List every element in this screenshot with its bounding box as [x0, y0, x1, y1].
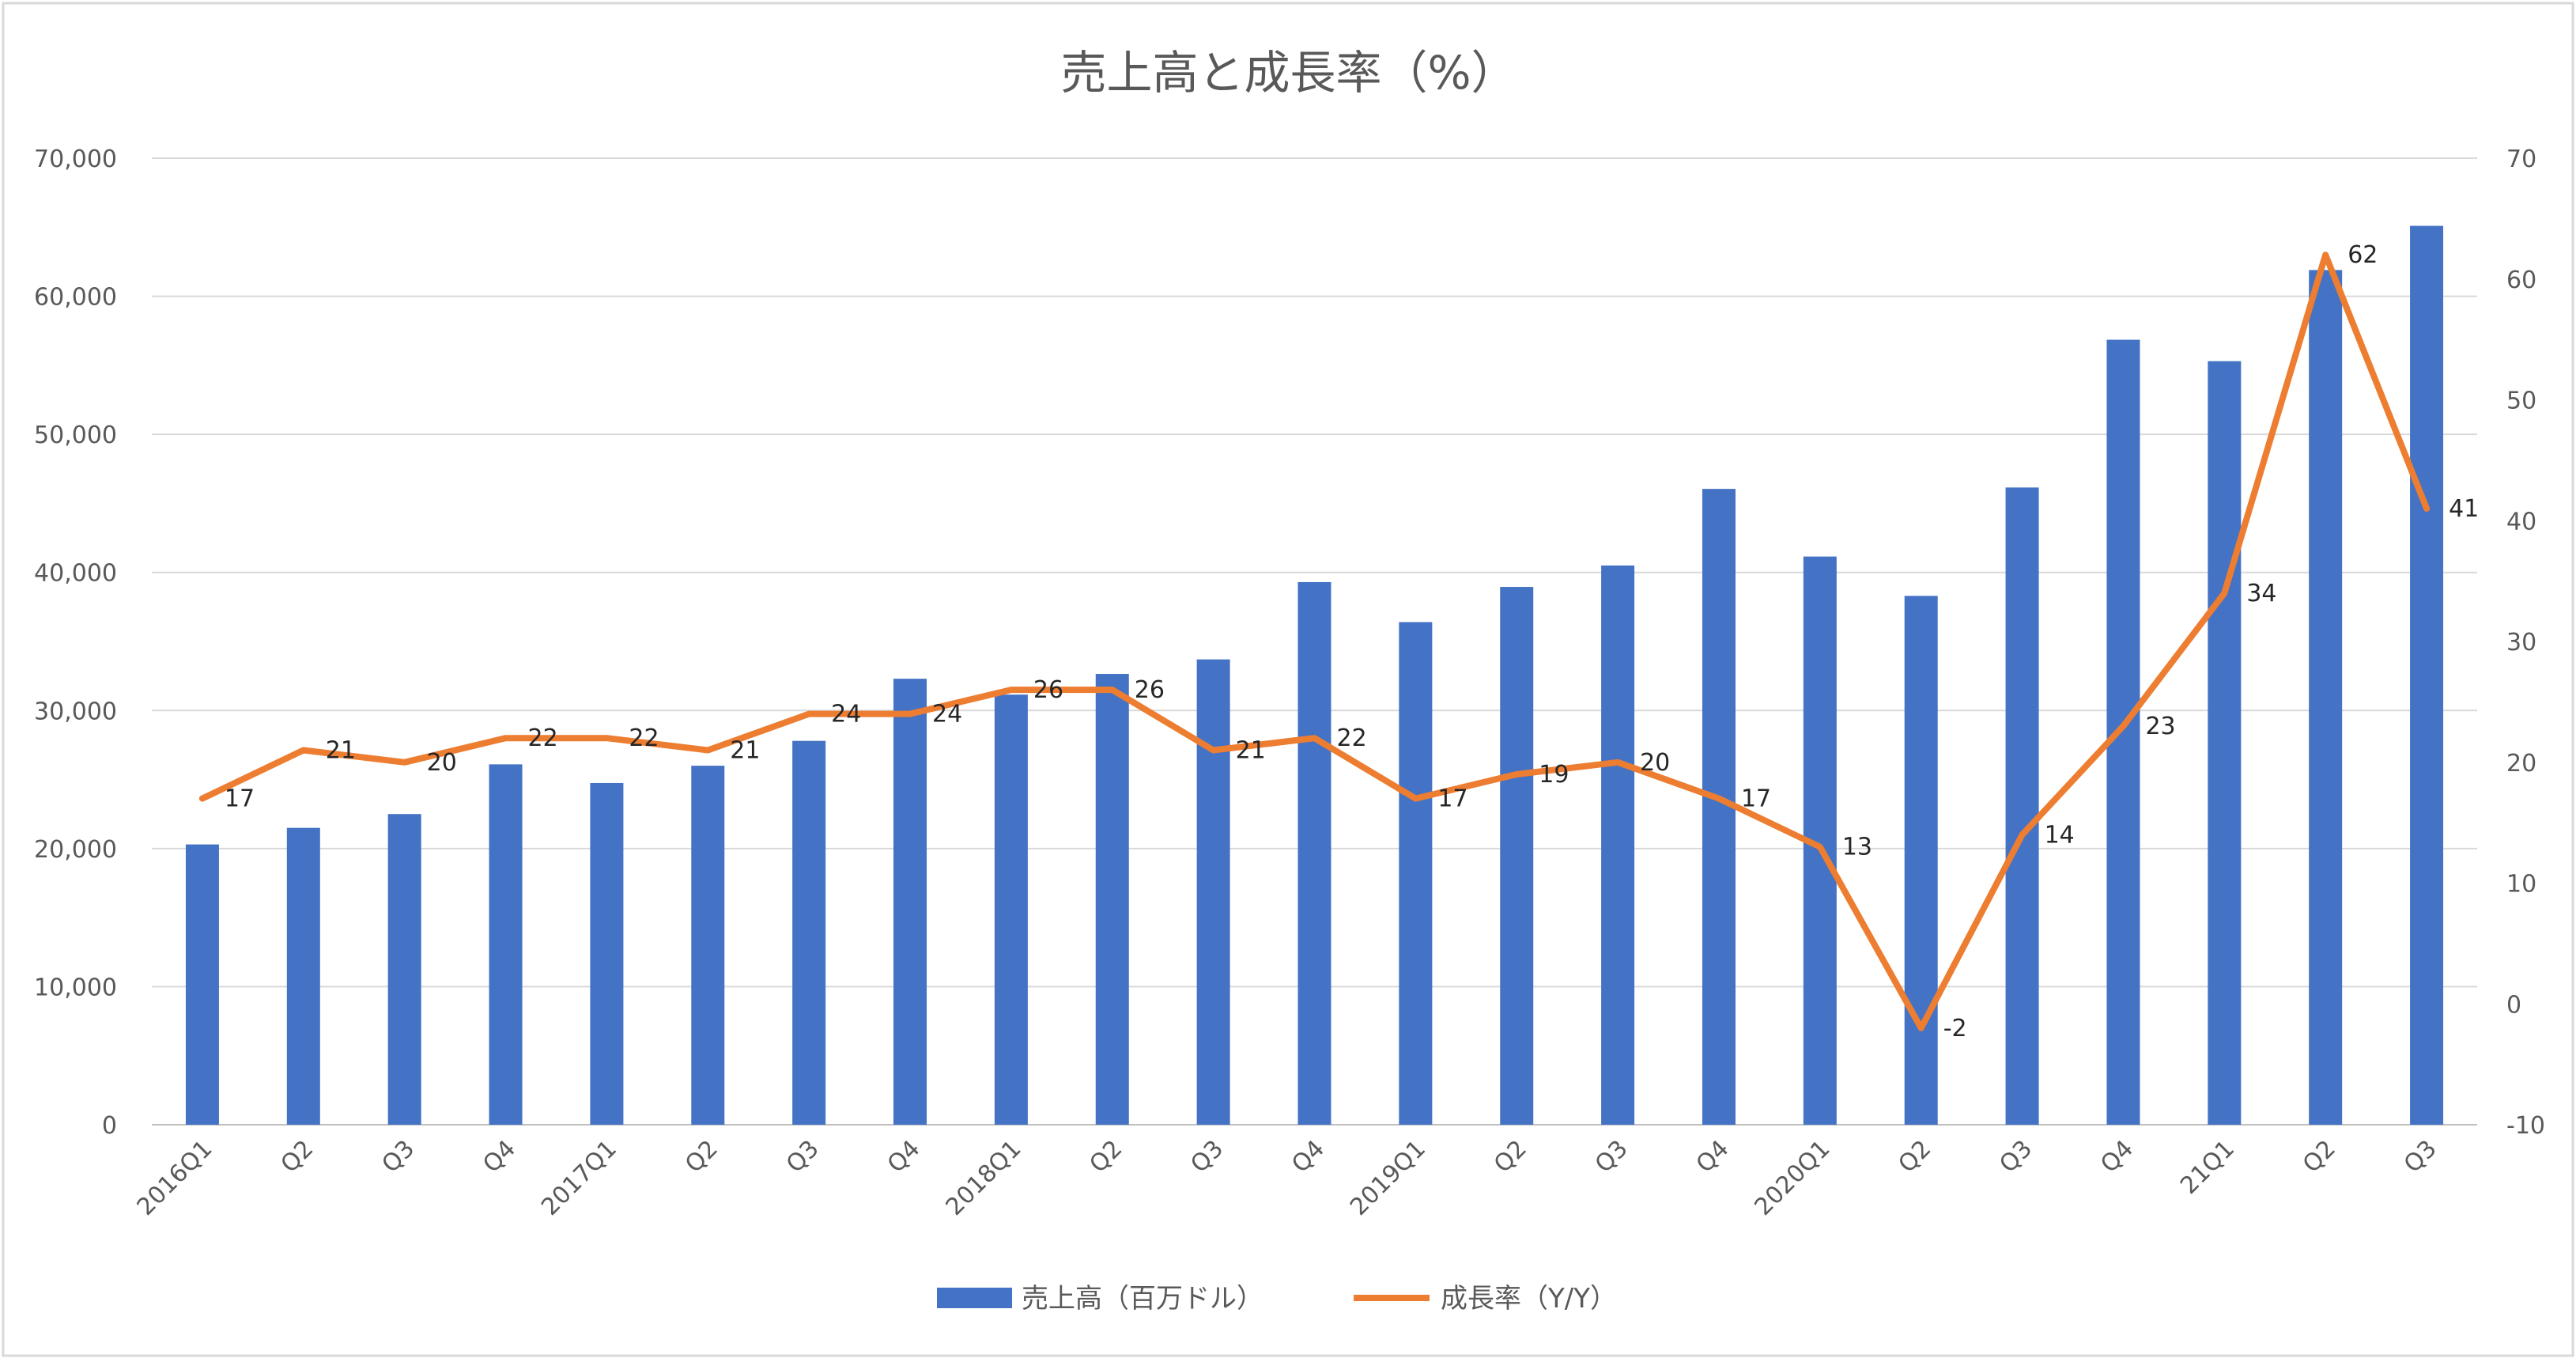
bar: [1601, 565, 1635, 1125]
bar: [2208, 361, 2242, 1125]
data-label: 23: [2145, 713, 2175, 740]
bar: [893, 679, 927, 1125]
data-label: 26: [1135, 676, 1165, 704]
data-label: 24: [831, 701, 861, 728]
data-label: 24: [932, 701, 962, 728]
y-left-tick-label: 20,000: [34, 836, 117, 864]
bar: [286, 827, 320, 1125]
y-right-tick-label: 30: [2506, 629, 2536, 656]
gridlines: [152, 157, 2477, 1126]
bar: [2106, 339, 2140, 1126]
bar: [1904, 596, 1938, 1125]
bar-series: [185, 225, 2444, 1126]
bar: [1196, 659, 1230, 1125]
data-label: 20: [1640, 749, 1670, 777]
data-label: 20: [427, 749, 457, 777]
data-label: 21: [730, 736, 760, 764]
data-label: 22: [1337, 725, 1367, 752]
bar: [185, 844, 219, 1125]
bar: [792, 740, 826, 1125]
y-right-tick-label: 60: [2506, 267, 2536, 294]
bar: [691, 766, 725, 1125]
bar: [994, 694, 1028, 1125]
y-right-tick-label: 0: [2506, 991, 2521, 1019]
growth-line: [198, 252, 2431, 1031]
y-right-tick-label: 70: [2506, 146, 2536, 173]
y-left-tick-label: 60,000: [34, 284, 117, 312]
data-label: 41: [2449, 495, 2479, 523]
data-label: 21: [1236, 736, 1266, 764]
y-left-tick-label: 30,000: [34, 698, 117, 725]
bar: [590, 782, 624, 1125]
y-right-tick-label: -10: [2506, 1112, 2545, 1140]
bar: [489, 764, 523, 1125]
bar: [2309, 270, 2343, 1126]
data-label: 13: [1842, 834, 1872, 861]
data-label: 22: [528, 725, 558, 752]
y-left-tick-label: 40,000: [34, 560, 117, 588]
y-left-tick-label: 70,000: [34, 146, 117, 173]
y-left-tick-label: 10,000: [34, 974, 117, 1001]
y-axis-right: -10 0 10 20 30 40 50 60 70: [2506, 146, 2545, 1140]
data-label: 21: [326, 736, 356, 764]
legend-line-label: 成長率（Y/Y）: [1441, 1283, 1617, 1315]
data-label: 17: [1437, 785, 1467, 813]
legend-bar-swatch: [937, 1288, 1012, 1308]
bar: [1500, 587, 1534, 1125]
y-right-tick-label: 40: [2506, 508, 2536, 535]
bar: [2005, 487, 2039, 1125]
data-label: 19: [1539, 761, 1569, 789]
y-right-tick-label: 10: [2506, 871, 2536, 899]
bar: [1297, 581, 1331, 1125]
data-label: 62: [2347, 241, 2378, 269]
data-label: 14: [2045, 821, 2075, 849]
bar: [387, 814, 421, 1125]
y-left-tick-label: 0: [102, 1112, 117, 1140]
data-label: 26: [1033, 676, 1063, 704]
legend-bar-label: 売上高（百万ドル）: [1022, 1283, 1263, 1315]
data-label: 22: [629, 725, 659, 752]
data-label: 34: [2246, 580, 2276, 607]
bar: [2410, 225, 2444, 1125]
legend: 売上高（百万ドル） 成長率（Y/Y）: [937, 1283, 1617, 1315]
y-right-tick-label: 50: [2506, 388, 2536, 415]
bar: [1399, 622, 1433, 1125]
y-left-tick-label: 50,000: [34, 422, 117, 449]
data-label: -2: [1943, 1015, 1967, 1042]
data-label: 17: [225, 785, 255, 813]
chart-title: 売上高と成長率（%）: [1060, 46, 1517, 100]
data-label: 17: [1741, 785, 1771, 813]
data-labels: 17 21 20 22 22 21 24 24 26 26 21 22 17 19 20 17 13 -2 14 23…: [225, 241, 2479, 1042]
y-right-tick-label: 20: [2506, 750, 2536, 777]
y-axis-left: 0 10,000 20,000 30,000 40,000 50,000 60,000 70,…: [34, 146, 117, 1140]
bar: [1095, 674, 1129, 1125]
line-series: [198, 252, 2431, 1031]
